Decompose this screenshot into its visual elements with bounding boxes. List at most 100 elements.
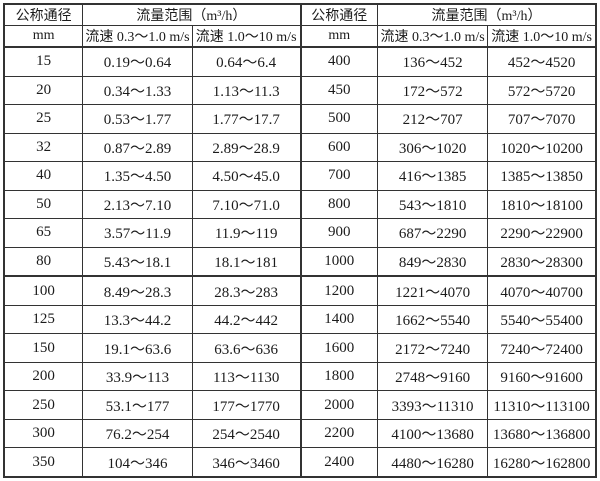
flow-low-left-cell: 8.49～28.3: [82, 275, 193, 306]
flow-low-right-cell: 1221～4070: [377, 275, 489, 306]
flow-low-right-cell: 136～452: [377, 46, 489, 77]
flow-low-right-cell: 416～1385: [377, 161, 489, 191]
flow-high-right-cell: 9160～91600: [487, 361, 597, 392]
flow-high-right-cell: 572～5720: [487, 75, 597, 106]
header-velocity-low-left: 流速 0.3～1.0 m/s: [82, 25, 193, 48]
table-row: 32 0.87～2.89 2.89～28.9 600 306～1020 1020～1020…: [3, 132, 597, 163]
flow-low-right-cell: 3393～11310: [377, 390, 489, 420]
flow-low-left-cell: 0.87～2.89: [82, 132, 193, 163]
flow-high-right-cell: 452～4520: [487, 46, 597, 77]
dn-right-cell: 1600: [299, 333, 379, 363]
dn-left-cell: 350: [3, 447, 84, 478]
flow-low-right-cell: 687～2290: [377, 218, 489, 248]
flow-high-left-cell: 113～1130: [191, 361, 302, 392]
table-row: 40 1.35～4.50 4.50～45.0 700 416～1385 1385～1385…: [3, 161, 597, 191]
dn-right-cell: 1200: [299, 275, 379, 306]
table-body: 15 0.19～0.64 0.64～6.4 400 136～452 452～4520 20 0…: [3, 46, 597, 478]
dn-right-cell: 800: [299, 189, 379, 220]
flow-high-left-cell: 2.89～28.9: [191, 132, 302, 163]
flow-high-right-cell: 13680～136800: [487, 418, 597, 449]
flow-high-left-cell: 177～1770: [191, 390, 302, 420]
flow-high-left-cell: 18.1～181: [191, 246, 302, 277]
dn-right-cell: 900: [299, 218, 379, 248]
flow-high-right-cell: 2830～28300: [487, 246, 597, 277]
flow-high-right-cell: 5540～55400: [487, 304, 597, 335]
dn-right-cell: 1800: [299, 361, 379, 392]
dn-left-cell: 65: [3, 218, 84, 248]
dn-left-cell: 20: [3, 75, 84, 106]
dn-left-cell: 250: [3, 390, 84, 420]
flow-high-left-cell: 254～2540: [191, 418, 302, 449]
table-row: 25 0.53～1.77 1.77～17.7 500 212～707 707～7070: [3, 104, 597, 134]
dn-left-cell: 15: [3, 46, 84, 77]
table-row: 200 33.9～113 113～1130 1800 2748～9160 9160～916…: [3, 361, 597, 392]
flow-low-left-cell: 1.35～4.50: [82, 161, 193, 191]
flow-low-right-cell: 543～1810: [377, 189, 489, 220]
table-row: 65 3.57～11.9 11.9～119 900 687～2290 2290～22900: [3, 218, 597, 248]
dn-right-cell: 2000: [299, 390, 379, 420]
dn-left-cell: 125: [3, 304, 84, 335]
header-unit-right: mm: [299, 25, 379, 48]
flow-high-right-cell: 707～7070: [487, 104, 597, 134]
table-row: 20 0.34～1.33 1.13～11.3 450 172～572 572～5720: [3, 75, 597, 106]
flow-low-left-cell: 53.1～177: [82, 390, 193, 420]
flow-low-left-cell: 0.34～1.33: [82, 75, 193, 106]
flow-high-left-cell: 11.9～119: [191, 218, 302, 248]
dn-right-cell: 500: [299, 104, 379, 134]
header-row-sub: mm 流速 0.3～1.0 m/s 流速 1.0～10 m/s mm 流速 0.…: [3, 25, 597, 48]
flow-low-left-cell: 2.13～7.10: [82, 189, 193, 220]
flow-low-left-cell: 19.1～63.6: [82, 333, 193, 363]
header-unit-left: mm: [3, 25, 84, 48]
flow-high-right-cell: 4070～40700: [487, 275, 597, 306]
flow-high-right-cell: 2290～22900: [487, 218, 597, 248]
flow-high-right-cell: 16280～162800: [487, 447, 597, 478]
header-flow-range-left: 流量范围（m³/h）: [82, 3, 302, 26]
flow-high-left-cell: 7.10～71.0: [191, 189, 302, 220]
flow-high-right-cell: 1020～10200: [487, 132, 597, 163]
flow-high-left-cell: 44.2～442: [191, 304, 302, 335]
dn-right-cell: 1400: [299, 304, 379, 335]
flow-low-right-cell: 2172～7240: [377, 333, 489, 363]
header-row-main: 公称通径 流量范围（m³/h） 公称通径 流量范围（m³/h）: [3, 3, 597, 26]
dn-left-cell: 300: [3, 418, 84, 449]
header-diameter-right: 公称通径: [299, 3, 379, 26]
header-diameter-left: 公称通径: [3, 3, 84, 26]
flow-low-left-cell: 13.3～44.2: [82, 304, 193, 335]
flow-high-left-cell: 4.50～45.0: [191, 161, 302, 191]
dn-left-cell: 50: [3, 189, 84, 220]
flow-low-right-cell: 1662～5540: [377, 304, 489, 335]
flow-low-left-cell: 0.19～0.64: [82, 46, 193, 77]
dn-left-cell: 100: [3, 275, 84, 306]
dn-left-cell: 40: [3, 161, 84, 191]
flow-low-right-cell: 849～2830: [377, 246, 489, 277]
dn-left-cell: 80: [3, 246, 84, 277]
table-header: 公称通径 流量范围（m³/h） 公称通径 流量范围（m³/h） mm 流速 0.…: [3, 3, 597, 48]
table-row: 50 2.13～7.10 7.10～71.0 800 543～1810 1810～1810…: [3, 189, 597, 220]
flow-high-left-cell: 28.3～283: [191, 275, 302, 306]
flow-high-right-cell: 1810～18100: [487, 189, 597, 220]
flow-high-left-cell: 63.6～636: [191, 333, 302, 363]
dn-left-cell: 150: [3, 333, 84, 363]
dn-right-cell: 1000: [299, 246, 379, 277]
dn-right-cell: 600: [299, 132, 379, 163]
flow-low-left-cell: 3.57～11.9: [82, 218, 193, 248]
table-row: 125 13.3～44.2 44.2～442 1400 1662～5540 5540～55…: [3, 304, 597, 335]
flow-low-left-cell: 76.2～254: [82, 418, 193, 449]
flow-low-right-cell: 4480～16280: [377, 447, 489, 478]
header-velocity-high-left: 流速 1.0～10 m/s: [191, 25, 302, 48]
flow-low-left-cell: 33.9～113: [82, 361, 193, 392]
table-row: 80 5.43～18.1 18.1～181 1000 849～2830 2830～2830…: [3, 246, 597, 277]
flow-high-right-cell: 7240～72400: [487, 333, 597, 363]
header-flow-range-right: 流量范围（m³/h）: [377, 3, 597, 26]
flow-low-right-cell: 172～572: [377, 75, 489, 106]
flow-high-left-cell: 1.13～11.3: [191, 75, 302, 106]
table-row: 350 104～346 346～3460 2400 4480～16280 16280～16…: [3, 447, 597, 478]
dn-right-cell: 450: [299, 75, 379, 106]
dn-right-cell: 2200: [299, 418, 379, 449]
flow-high-right-cell: 11310～113100: [487, 390, 597, 420]
table-row: 300 76.2～254 254～2540 2200 4100～13680 13680～1…: [3, 418, 597, 449]
dn-left-cell: 200: [3, 361, 84, 392]
flow-high-right-cell: 1385～13850: [487, 161, 597, 191]
flow-high-left-cell: 346～3460: [191, 447, 302, 478]
